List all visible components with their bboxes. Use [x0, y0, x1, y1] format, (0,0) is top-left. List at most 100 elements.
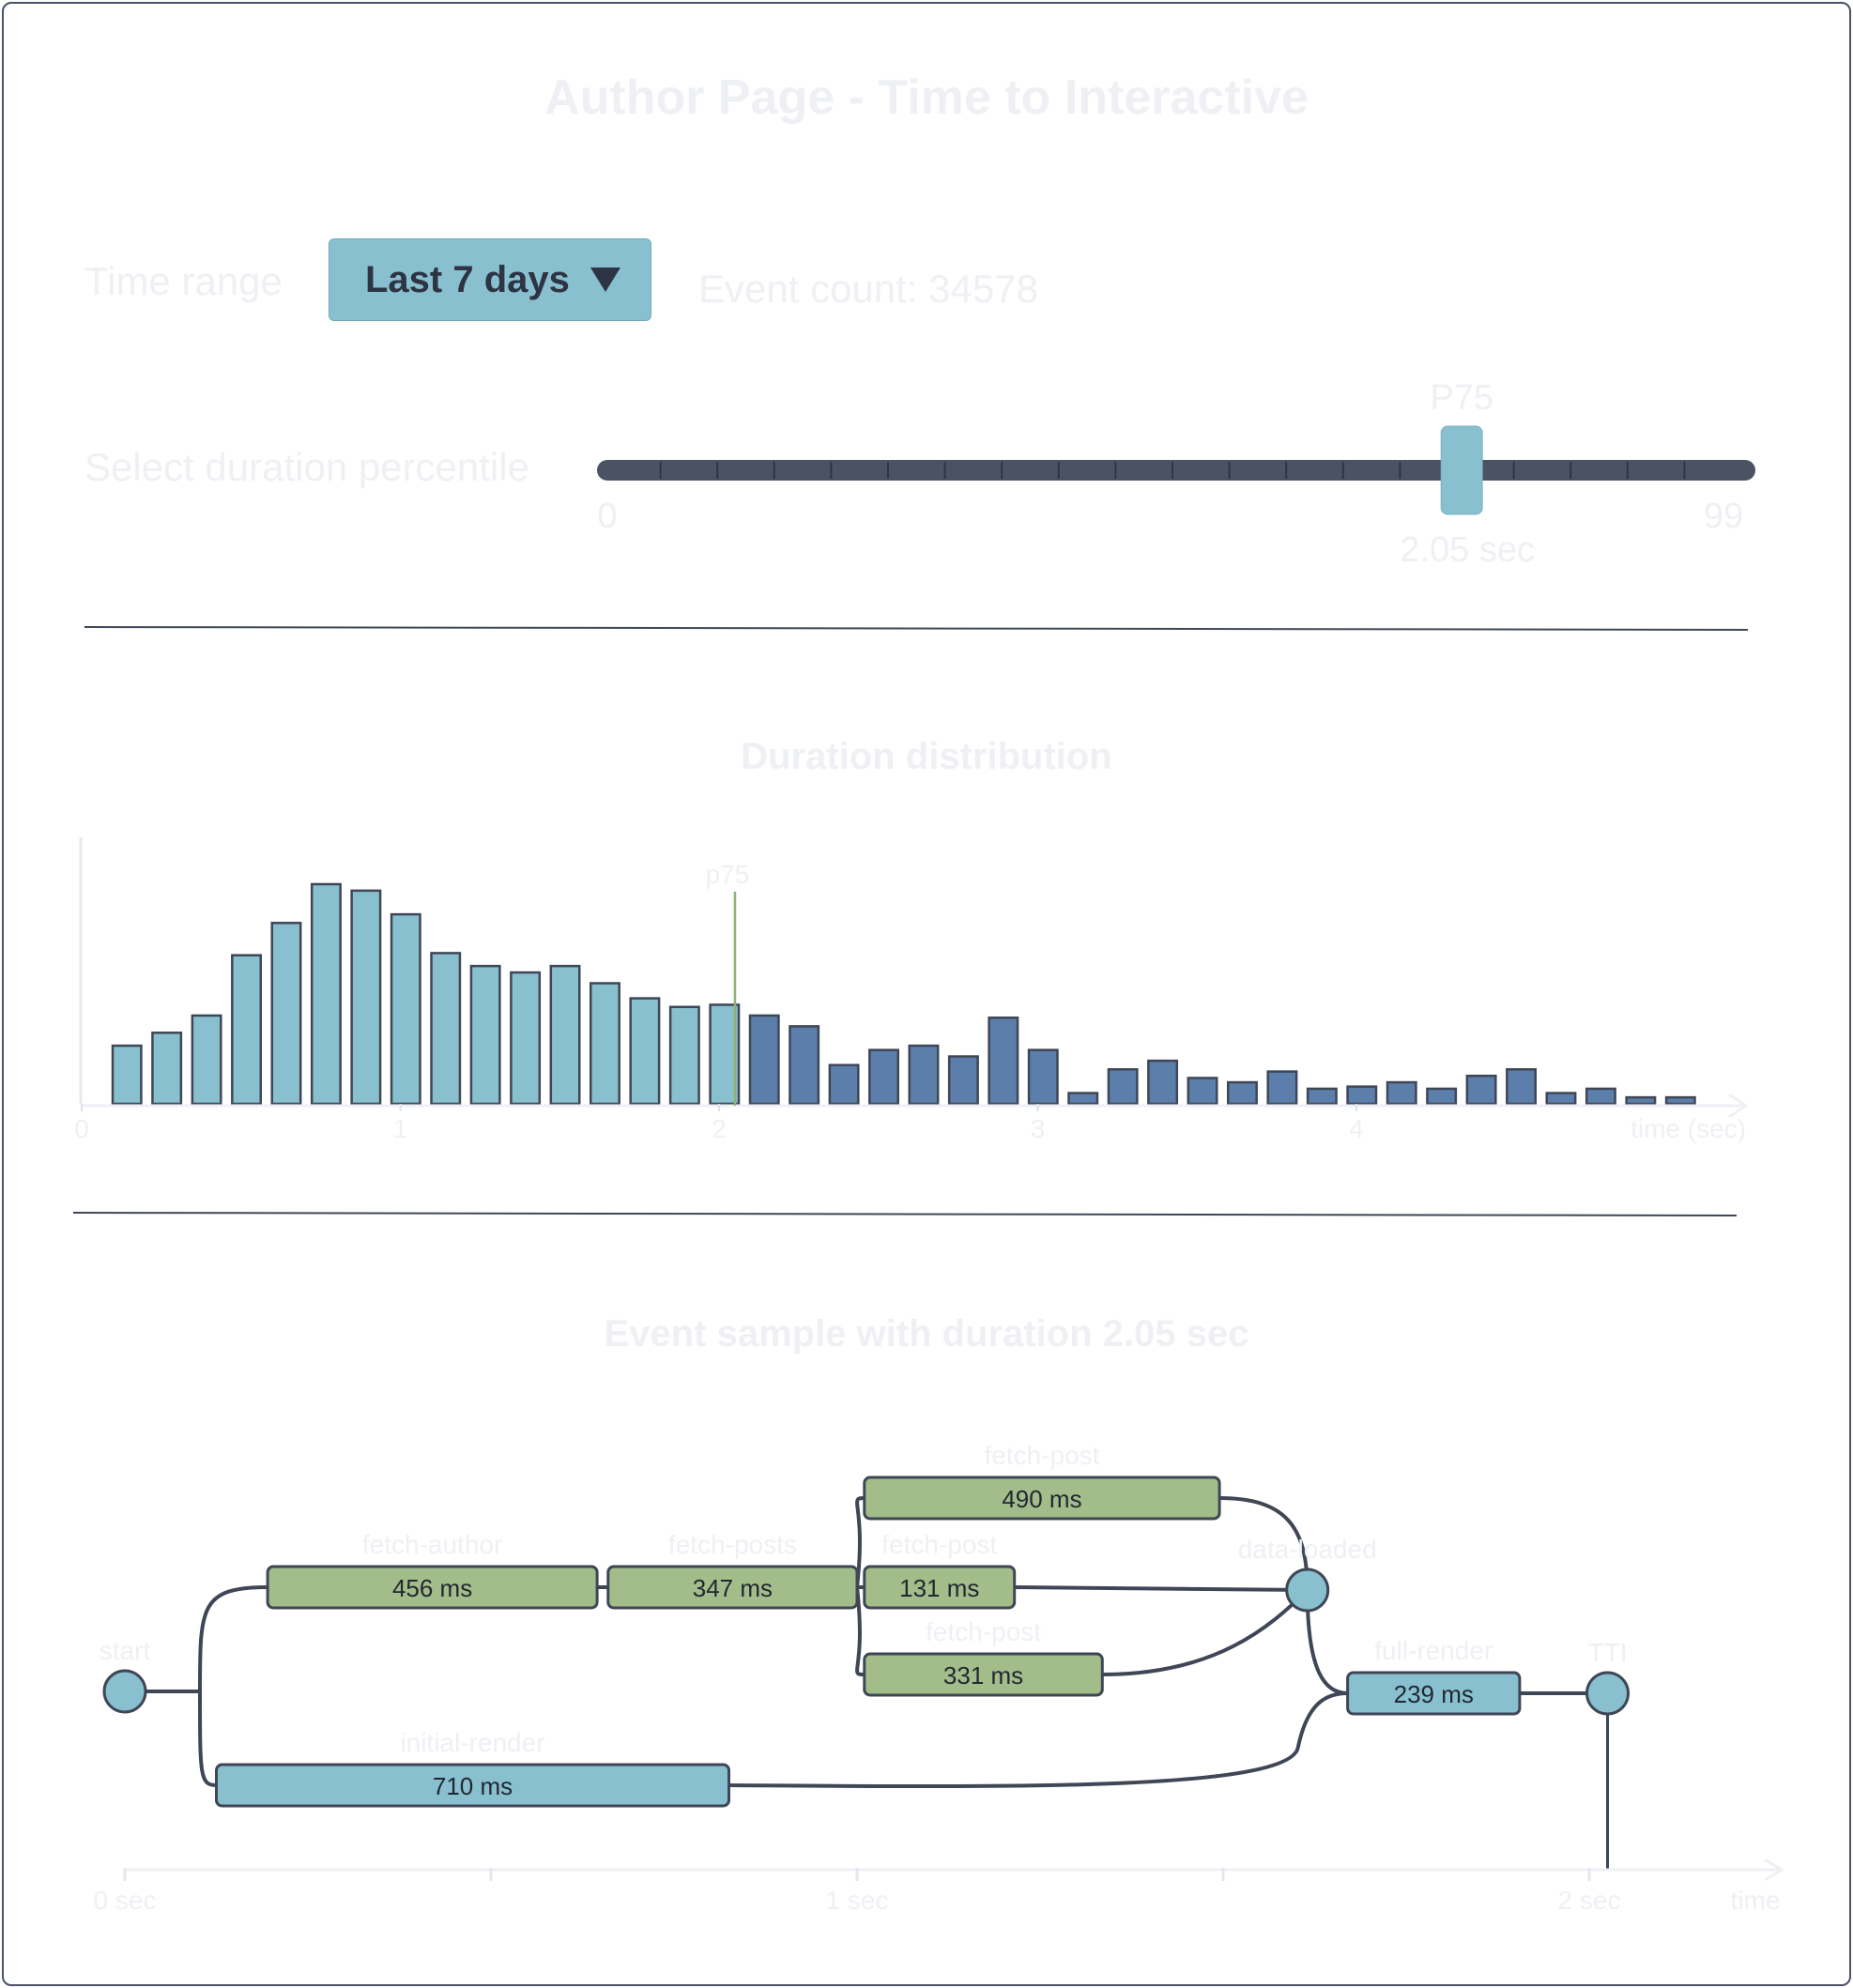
histogram-x-tick-label: 0 — [74, 1114, 89, 1143]
histogram-bar — [1266, 1070, 1298, 1106]
histogram-bar — [947, 1055, 979, 1106]
histogram-bar — [789, 1025, 820, 1106]
task-bar — [606, 1565, 859, 1610]
histogram-bar — [908, 1044, 940, 1106]
timeline-axis-label: time — [1731, 1886, 1781, 1915]
task-duration: 490 ms — [1002, 1485, 1081, 1513]
task-bar — [215, 1763, 730, 1808]
timeline-tick-label: 1 sec — [826, 1886, 889, 1915]
milestone-node — [1585, 1671, 1630, 1716]
page-title: Author Page - Time to Interactive — [544, 70, 1309, 125]
histogram-bar — [828, 1063, 860, 1106]
histogram-bar — [510, 971, 542, 1106]
percentile-slider[interactable]: 0 99 P75 2.05 sec — [4, 4, 1849, 604]
timeline-tick-label: 0 sec — [94, 1886, 157, 1915]
slider-max-label: 99 — [1704, 497, 1743, 536]
histogram-bar — [549, 964, 581, 1106]
milestone-label: data-loaded — [1238, 1535, 1377, 1564]
task-name: fetch-posts — [668, 1530, 797, 1559]
dependency-edge — [855, 1586, 865, 1676]
histogram-bar — [1664, 1095, 1696, 1106]
histogram-bar — [350, 889, 382, 1106]
histogram-bar — [1147, 1059, 1179, 1106]
dependency-edge — [855, 1496, 865, 1588]
task-duration: 347 ms — [693, 1574, 773, 1602]
time-range-value: Last 7 days — [365, 258, 570, 300]
histogram-x-tick-label: 1 — [393, 1114, 408, 1143]
task-name: full-render — [1374, 1636, 1493, 1665]
task-duration: 239 ms — [1394, 1680, 1474, 1708]
task-name: fetch-post — [881, 1530, 997, 1559]
histogram-bar — [1346, 1085, 1378, 1106]
percentile-marker-label: p75 — [706, 860, 750, 889]
histogram-bar — [1027, 1048, 1059, 1106]
event-timeline: Event sample with duration 2.05 sec 456 … — [94, 1313, 1784, 1915]
histogram-bar — [868, 1048, 899, 1106]
milestone-label: TTI — [1588, 1638, 1628, 1667]
task-duration: 131 ms — [899, 1574, 979, 1602]
milestone-node — [102, 1669, 147, 1714]
histogram-bar — [748, 1014, 780, 1106]
histogram-bar — [668, 1005, 700, 1106]
histogram-bar — [191, 1014, 222, 1106]
histogram-bar — [270, 922, 302, 1106]
histogram-bar — [1506, 1068, 1537, 1106]
histogram-bar — [1107, 1068, 1139, 1106]
histogram-bar — [430, 952, 462, 1106]
separator-middle — [72, 1212, 1738, 1216]
task-name: fetch-post — [984, 1441, 1099, 1470]
task-bar — [266, 1565, 599, 1610]
task-bar — [863, 1565, 1017, 1610]
slider-duration-label: 2.05 sec — [1400, 530, 1535, 570]
task-name: fetch-post — [926, 1617, 1041, 1646]
histogram-bar — [1426, 1087, 1458, 1106]
histogram-x-tick-label: 2 — [712, 1114, 727, 1143]
histogram-x-tick-label: 3 — [1031, 1114, 1046, 1143]
task-duration: 710 ms — [433, 1772, 513, 1800]
histogram-bar — [310, 882, 342, 1106]
event-count: Event count: 34578 — [698, 267, 1038, 311]
axis-arrow-icon — [1764, 1858, 1784, 1882]
dependency-edge — [1102, 1588, 1309, 1676]
task-duration: 456 ms — [392, 1574, 472, 1602]
histogram-bar — [1187, 1077, 1218, 1106]
task-bar — [1346, 1671, 1522, 1716]
histogram-bar — [1625, 1095, 1657, 1106]
histogram-x-label: time (sec) — [1631, 1114, 1746, 1143]
slider-min-label: 0 — [597, 497, 617, 536]
task-bar — [863, 1652, 1104, 1697]
time-range-dropdown[interactable]: Last 7 days — [329, 238, 651, 321]
dependency-edge — [1014, 1585, 1308, 1592]
duration-histogram: Duration distribution 0 1 2 3 4 p75 time (sec… — [74, 736, 1749, 1143]
separators — [72, 626, 1749, 1216]
histogram-bar — [988, 1016, 1019, 1106]
task-name: initial-render — [400, 1728, 544, 1757]
percentile-label: Select duration percentile — [84, 445, 529, 489]
histogram-bar — [469, 964, 501, 1106]
milestone-label: start — [100, 1636, 151, 1665]
separator-top — [84, 626, 1749, 631]
time-range-label: Time range — [84, 259, 283, 303]
dependency-edge — [728, 1691, 1348, 1789]
slider-handle[interactable] — [1440, 425, 1483, 515]
dependency-edge — [198, 1690, 217, 1787]
histogram-bar — [1386, 1080, 1417, 1106]
histogram-bar — [1465, 1074, 1497, 1106]
caret-down-icon — [590, 268, 620, 292]
histogram-bar — [1306, 1087, 1338, 1106]
histogram-x-tick-label: 4 — [1349, 1114, 1364, 1143]
histogram-bar — [111, 1044, 143, 1106]
histogram-bar — [1585, 1087, 1616, 1106]
histogram-bar — [231, 954, 262, 1106]
dependency-edge — [198, 1585, 268, 1692]
timeline-tick-label: 2 sec — [1558, 1886, 1621, 1915]
histogram-bar — [590, 982, 620, 1106]
task-duration: 331 ms — [943, 1661, 1023, 1690]
axis-arrow-icon — [1728, 1093, 1749, 1119]
histogram-bar — [1067, 1092, 1099, 1106]
histogram-bar — [629, 997, 661, 1106]
task-bar — [863, 1476, 1221, 1521]
histogram-bar — [390, 912, 421, 1106]
histogram-bar — [1545, 1092, 1577, 1106]
